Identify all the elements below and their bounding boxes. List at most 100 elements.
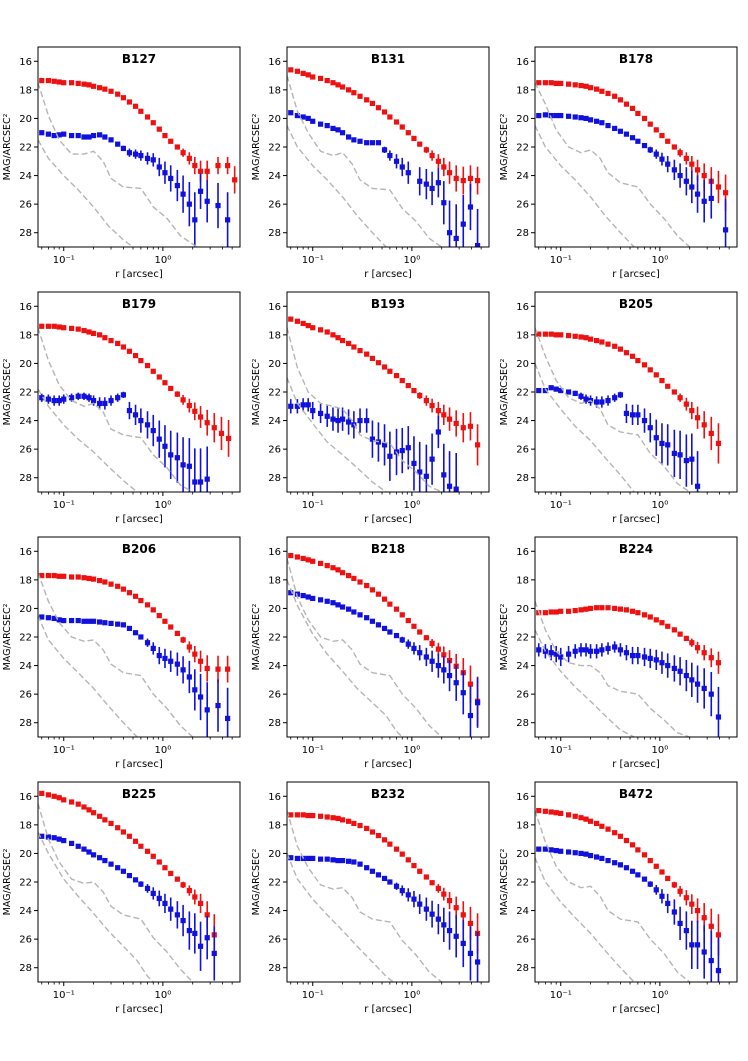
x-axis-label: r [arcsec] [364, 1004, 412, 1015]
inner-point [186, 927, 192, 934]
inner-point [211, 950, 217, 957]
outer-point [677, 150, 683, 156]
y-tick-label: 26 [516, 690, 529, 701]
inner-point [423, 906, 429, 912]
inner-point [399, 887, 405, 894]
inner-point [393, 632, 400, 639]
outer-point [558, 608, 564, 614]
outer-point [671, 389, 677, 395]
outer-point [300, 812, 306, 818]
outer-point [599, 88, 605, 94]
outer-point [39, 572, 45, 579]
y-tick-label: 22 [516, 633, 529, 644]
inner-point [90, 132, 97, 139]
psf2-curve [535, 363, 635, 492]
inner-point [288, 590, 294, 596]
outer-point [96, 577, 103, 584]
inner-point [694, 483, 701, 489]
y-tick-label: 22 [268, 143, 281, 154]
inner-point [300, 592, 306, 599]
inner-point [474, 959, 481, 965]
inner-point [351, 609, 357, 615]
outer-point [393, 119, 400, 125]
x-axis-label: r [arcsec] [364, 759, 412, 770]
inner-point [694, 681, 701, 687]
inner-point [381, 147, 388, 153]
inner-point [305, 115, 311, 122]
outer-point [629, 842, 636, 848]
inner-point [587, 117, 594, 123]
outer-point [102, 579, 108, 585]
inner-point [429, 456, 435, 462]
outer-point [553, 332, 559, 338]
inner-point [39, 833, 45, 839]
y-tick-label: 16 [516, 57, 529, 68]
x-tick-label: 10⁻¹ [302, 255, 324, 266]
panel-b193: 16 18 20 22 24 26 28 10⁻¹ 10⁰ B193 r [arcsec] MAG/A… [251, 291, 490, 525]
outer-point [578, 815, 584, 821]
x-tick-label: 10⁰ [403, 745, 420, 756]
inner-point [375, 622, 382, 628]
inner-point [192, 687, 198, 693]
inner-point [605, 397, 611, 404]
inner-point [542, 112, 548, 118]
inner-point [553, 651, 559, 657]
y-tick-label: 28 [19, 228, 32, 239]
outer-point [417, 392, 423, 399]
outer-point [45, 572, 51, 579]
y-axis-label: MAG/ARCSEC² [499, 848, 510, 915]
inner-point [335, 127, 341, 133]
inner-point [429, 911, 435, 917]
inner-point [587, 648, 594, 654]
inner-point [369, 868, 376, 874]
outer-point [126, 833, 133, 839]
inner-point [75, 132, 81, 139]
inner-point [192, 479, 198, 485]
inner-point [115, 395, 121, 401]
y-tick-label: 20 [268, 114, 281, 125]
outer-point [460, 177, 466, 184]
inner-point [51, 132, 57, 139]
inner-point [381, 442, 388, 448]
inner-point [683, 178, 689, 184]
psf2-curve [287, 377, 387, 492]
outer-point [423, 397, 429, 404]
outer-point [542, 331, 548, 337]
inner-point [335, 857, 341, 864]
inner-point [317, 597, 324, 603]
outer-point [647, 121, 653, 127]
inner-point [180, 917, 186, 924]
outer-point [180, 882, 186, 888]
outer-point [351, 344, 357, 350]
inner-point [115, 621, 121, 627]
outer-point [351, 575, 357, 582]
plot-area [38, 323, 232, 492]
inner-point [387, 879, 393, 885]
inner-point [446, 927, 453, 934]
axes-frame [534, 536, 738, 738]
y-tick-label: 20 [516, 114, 529, 125]
inner-point [572, 648, 578, 654]
psf2-curve [535, 857, 635, 982]
outer-point [324, 329, 330, 335]
outer-point [536, 80, 542, 86]
outer-point [629, 105, 636, 112]
inner-point [197, 479, 204, 485]
inner-point [715, 714, 722, 720]
outer-point [572, 82, 578, 88]
outer-point [305, 812, 311, 819]
outer-point [108, 820, 114, 827]
inner-point [583, 115, 589, 122]
outer-point [215, 666, 221, 672]
x-tick-label: 10⁻¹ [302, 990, 324, 1001]
inner-point [96, 400, 103, 407]
y-tick-label: 20 [268, 359, 281, 370]
inner-point [339, 857, 346, 864]
y-tick-label: 22 [19, 143, 32, 154]
outer-point [423, 874, 429, 880]
panel-b225: 16 18 20 22 24 26 28 10⁻¹ 10⁰ B225 r [arcsec] MAG/A… [2, 781, 241, 1015]
inner-point [405, 641, 411, 647]
outer-point [56, 324, 62, 330]
plot-area [38, 790, 217, 982]
inner-point [186, 674, 192, 680]
